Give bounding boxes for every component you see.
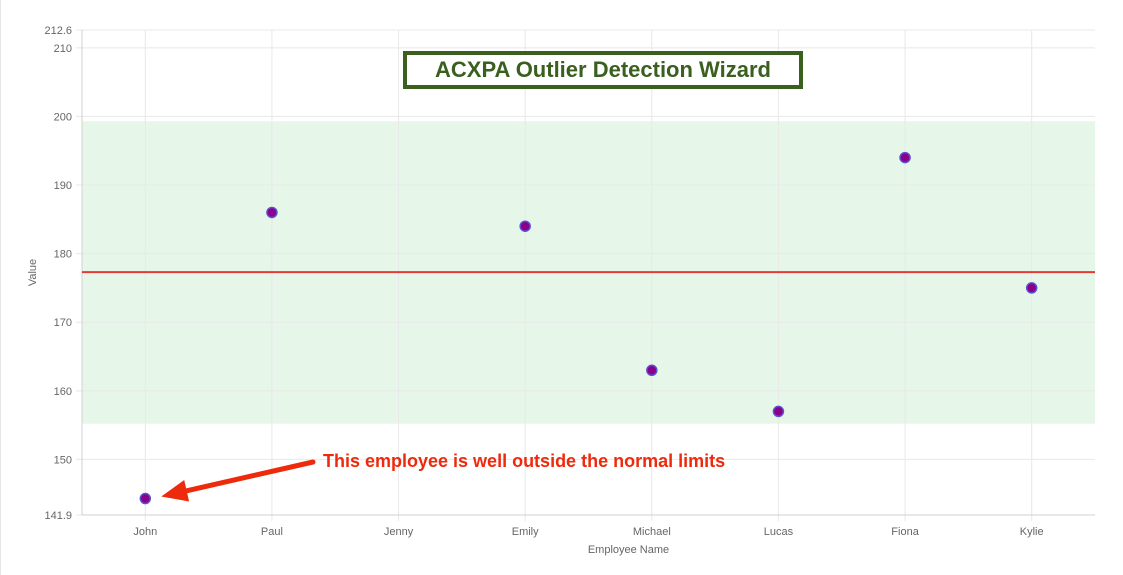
x-tick-label: Fiona bbox=[891, 526, 919, 538]
y-tick-label: 160 bbox=[54, 386, 72, 398]
x-gridlines bbox=[144, 30, 1033, 521]
arrow-head bbox=[161, 480, 190, 502]
data-point bbox=[1025, 282, 1038, 294]
y-tick-label: 212.6 bbox=[44, 25, 72, 37]
y-tick-label: 190 bbox=[54, 180, 72, 192]
data-point bbox=[266, 206, 278, 219]
x-tick-label: Kylie bbox=[1020, 526, 1044, 538]
x-tick-label: Emily bbox=[512, 526, 539, 538]
data-point bbox=[899, 151, 911, 164]
left-edge-divider bbox=[0, 0, 1, 575]
arrow-shaft bbox=[184, 459, 316, 494]
y-tick-label: 200 bbox=[54, 111, 72, 123]
x-tick-label: John bbox=[133, 526, 157, 538]
x-tick-label: Michael bbox=[633, 526, 671, 538]
data-point bbox=[646, 364, 658, 377]
data-point bbox=[772, 405, 785, 418]
y-tick-label: 180 bbox=[54, 249, 72, 261]
x-tick-label: Paul bbox=[261, 526, 283, 538]
y-tick-label: 150 bbox=[54, 454, 72, 466]
data-point bbox=[139, 492, 152, 505]
y-tick-label: 170 bbox=[54, 317, 72, 329]
annotation-arrow bbox=[161, 459, 316, 502]
y-tick-label: 210 bbox=[54, 43, 72, 55]
x-tick-labels: John Paul Jenny Emily Michael Lucas Fiona Kylie bbox=[133, 526, 1043, 538]
chart-title: ACXPA Outlier Detection Wizard bbox=[403, 51, 803, 89]
x-axis-title: Employee Name bbox=[588, 544, 669, 556]
x-tick-label: Jenny bbox=[384, 526, 414, 538]
y-tick-labels: 141.9 150 160 170 180 190 200 210 212.6 bbox=[44, 25, 72, 522]
y-tick-label: 141.9 bbox=[44, 510, 72, 522]
data-points bbox=[139, 151, 1038, 505]
x-tick-label: Lucas bbox=[764, 526, 794, 538]
y-axis-title: Value bbox=[27, 259, 39, 286]
data-point bbox=[519, 220, 531, 232]
annotation-text: This employee is well outside the normal… bbox=[323, 451, 726, 471]
